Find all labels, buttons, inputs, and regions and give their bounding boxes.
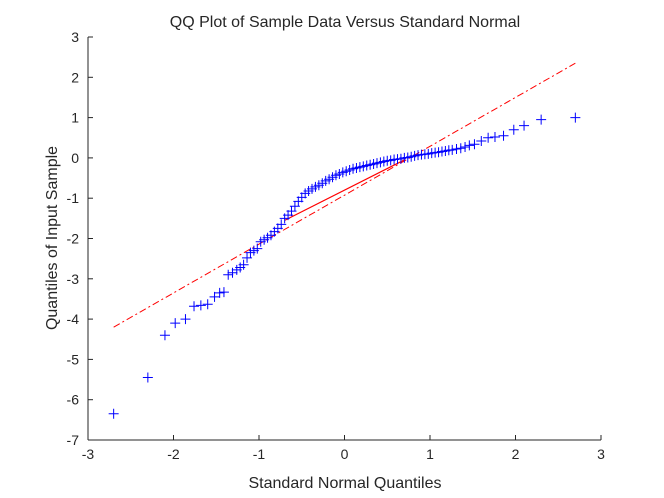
x-tick-label: 0 <box>341 446 349 462</box>
chart-title: QQ Plot of Sample Data Versus Standard N… <box>170 14 520 31</box>
data-point <box>214 287 225 298</box>
y-tick-label: 0 <box>71 150 79 166</box>
data-point <box>451 144 462 155</box>
y-tick-label: -7 <box>67 432 80 448</box>
data-point <box>536 114 547 125</box>
data-point <box>469 139 480 150</box>
y-tick-label: -4 <box>67 311 80 327</box>
y-tick-label: -1 <box>67 190 80 206</box>
data-point <box>227 267 238 278</box>
data-point <box>483 132 494 143</box>
x-tick-label: -2 <box>167 446 180 462</box>
data-point <box>189 301 200 312</box>
y-tick-label: -5 <box>67 351 80 367</box>
data-point <box>238 259 249 270</box>
x-tick-label: -1 <box>253 446 266 462</box>
sample-points <box>108 112 581 419</box>
data-point <box>159 330 170 341</box>
y-tick-label: -6 <box>67 392 80 408</box>
data-point <box>142 372 153 383</box>
data-point <box>489 131 500 142</box>
x-tick-label: 2 <box>512 446 520 462</box>
data-point <box>498 130 509 141</box>
data-point <box>476 135 487 146</box>
data-point <box>170 318 181 329</box>
reference-line-extension <box>113 62 576 328</box>
reference-line-fit <box>284 159 405 221</box>
y-tick-label: 1 <box>71 110 79 126</box>
x-axis-label: Standard Normal Quantiles <box>249 475 442 492</box>
data-point <box>570 112 581 123</box>
data-point <box>202 299 213 310</box>
axes: -3 -2 -1 0 1 2 3 -7 -6 -5 -4 -3 -2 -1 0 1 2 3 <box>67 29 606 462</box>
data-point <box>455 143 466 154</box>
data-point <box>519 120 530 131</box>
data-point <box>252 243 263 254</box>
data-point <box>276 219 287 230</box>
x-tick-label: 1 <box>426 446 434 462</box>
y-axis-label: Quantiles of Input Sample <box>44 146 61 330</box>
data-point <box>460 142 471 153</box>
data-point <box>464 140 475 151</box>
data-point <box>108 408 119 419</box>
data-point <box>180 314 191 325</box>
y-tick-label: -3 <box>67 271 80 287</box>
data-point <box>209 291 220 302</box>
y-tick-label: -2 <box>67 231 80 247</box>
data-point <box>508 124 519 135</box>
x-tick-label: -3 <box>82 446 95 462</box>
x-tick-label: 3 <box>597 446 605 462</box>
data-point <box>447 144 458 155</box>
data-point <box>242 252 253 263</box>
data-point <box>195 300 206 311</box>
data-point <box>218 287 229 298</box>
data-point <box>223 269 234 280</box>
y-tick-label: 2 <box>71 69 79 85</box>
y-tick-label: 3 <box>71 29 79 45</box>
reference-line <box>113 62 576 328</box>
